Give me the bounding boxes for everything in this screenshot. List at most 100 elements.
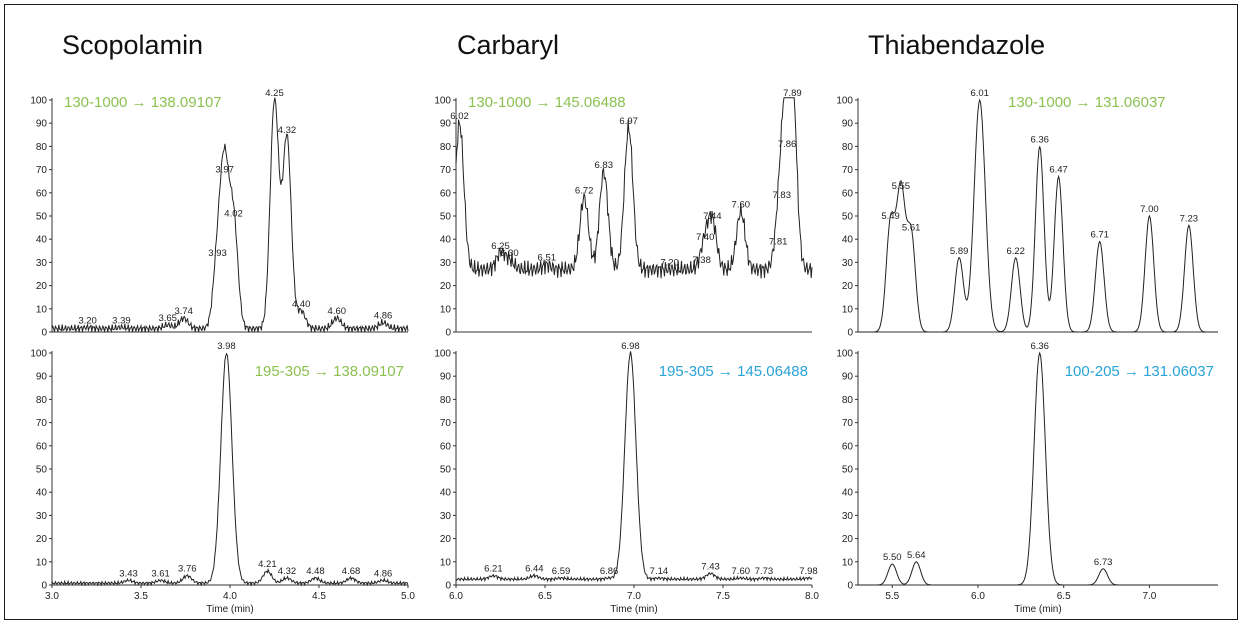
peak-label: 7.43 — [701, 561, 720, 572]
y-tick-label: 0 — [445, 328, 451, 339]
peak-label: 6.86 — [600, 566, 619, 577]
x-axis-title: Time (min) — [1014, 604, 1061, 615]
compound-title-thiabendazole: Thiabendazole — [868, 30, 1046, 60]
chromatogram-trace — [51, 97, 409, 334]
peak-label: 3.76 — [178, 564, 197, 575]
peak-label: 6.73 — [1094, 557, 1113, 568]
peak-label: 7.60 — [732, 566, 751, 577]
peak-label: 4.25 — [265, 88, 284, 99]
peak-label: 7.86 — [778, 139, 797, 150]
y-tick-label: 50 — [440, 212, 452, 223]
peak-label: 3.98 — [217, 341, 236, 352]
transition-label: 130-1000 → 138.09107 — [64, 94, 222, 111]
peak-label: 4.40 — [292, 299, 311, 310]
x-tick-label: 7.0 — [1142, 591, 1156, 602]
y-tick-label: 10 — [842, 557, 854, 568]
x-tick-label: 4.0 — [223, 591, 237, 602]
peak-label: 6.36 — [1030, 134, 1049, 145]
y-tick-label: 80 — [842, 395, 854, 406]
peak-label: 7.20 — [660, 257, 679, 268]
y-tick-label: 10 — [36, 304, 48, 315]
peak-label: 6.30 — [500, 248, 519, 259]
y-tick-label: 100 — [434, 349, 451, 360]
x-axis-title: Time (min) — [610, 604, 657, 615]
y-tick-label: 90 — [36, 372, 48, 383]
y-tick-label: 30 — [440, 258, 452, 269]
y-tick-label: 90 — [842, 372, 854, 383]
chromatogram-trace — [858, 98, 1218, 333]
peak-label: 5.64 — [907, 550, 926, 561]
peak-label: 3.39 — [112, 315, 131, 326]
y-tick-label: 60 — [440, 441, 452, 452]
y-tick-label: 100 — [30, 96, 47, 107]
peak-label: 7.73 — [755, 566, 774, 577]
peak-label: 7.83 — [772, 190, 791, 201]
y-tick-label: 60 — [36, 188, 48, 199]
peak-label: 7.98 — [799, 566, 818, 577]
transition-label: 100-205 → 131.06037 — [1065, 363, 1214, 380]
chromatogram-panel-2: 0 10 20 30 40 50 60 70 80 90 100 6.02 6.256.30 6.51 6.… — [434, 88, 813, 339]
peak-label: 5.55 — [892, 181, 911, 192]
y-tick-label: 0 — [847, 581, 853, 592]
peak-label: 4.32 — [278, 125, 297, 136]
x-tick-label: 3.0 — [45, 591, 59, 602]
peak-label: 6.97 — [619, 116, 638, 127]
chromatogram-panel-1: 0 10 20 30 40 50 60 70 80 90 100 3.0 3.5 4.0 4.5 5.0 Tim… — [30, 341, 415, 615]
peak-label: 7.89 — [783, 88, 802, 99]
y-tick-label: 70 — [36, 165, 48, 176]
x-tick-label: 6.0 — [449, 591, 463, 602]
y-tick-label: 10 — [36, 557, 48, 568]
chromatogram-trace — [51, 352, 409, 587]
x-tick-label: 8.0 — [805, 591, 819, 602]
y-tick-label: 90 — [440, 372, 452, 383]
y-tick-label: 30 — [842, 511, 854, 522]
peak-label: 3.74 — [174, 306, 193, 317]
chromatogram-panel-3: 0 10 20 30 40 50 60 70 80 90 100 6.0 6.5 7.0 7.5 8.0 Tim… — [434, 341, 819, 615]
peak-label: 7.60 — [732, 199, 751, 210]
peak-label: 4.21 — [258, 559, 277, 570]
peak-label: 7.00 — [1140, 204, 1159, 215]
y-tick-label: 30 — [36, 258, 48, 269]
y-tick-label: 30 — [440, 511, 452, 522]
peak-label: 6.51 — [538, 253, 557, 264]
y-tick-label: 20 — [440, 534, 452, 545]
peak-label: 5.89 — [950, 246, 969, 257]
y-tick-label: 40 — [842, 235, 854, 246]
peak-label: 4.86 — [374, 568, 393, 579]
y-tick-label: 80 — [36, 395, 48, 406]
peak-label: 6.59 — [552, 566, 571, 577]
chromatogram-panel-0: 0 10 20 30 40 50 60 70 80 90 100 3.20 3.39 3.653.74 3.… — [30, 88, 409, 339]
y-tick-label: 40 — [440, 235, 452, 246]
y-tick-label: 80 — [36, 142, 48, 153]
peak-label: 5.50 — [883, 552, 902, 563]
x-tick-label: 6.0 — [971, 591, 985, 602]
y-tick-label: 70 — [36, 418, 48, 429]
y-tick-label: 100 — [836, 349, 853, 360]
compound-title-scopolamin: Scopolamin — [62, 30, 204, 60]
y-tick-label: 50 — [440, 465, 452, 476]
chromatogram-trace — [455, 97, 813, 279]
y-tick-label: 50 — [36, 212, 48, 223]
y-tick-label: 60 — [440, 188, 452, 199]
y-tick-label: 70 — [440, 165, 452, 176]
y-tick-label: 20 — [36, 534, 48, 545]
peak-label: 4.60 — [328, 306, 347, 317]
y-tick-label: 20 — [842, 534, 854, 545]
x-tick-label: 7.5 — [716, 591, 730, 602]
y-tick-label: 90 — [36, 119, 48, 130]
y-tick-label: 80 — [440, 395, 452, 406]
transition-label: 130-1000 → 145.06488 — [468, 94, 626, 111]
y-tick-label: 70 — [440, 418, 452, 429]
peak-label: 6.71 — [1090, 230, 1109, 241]
y-tick-label: 100 — [836, 96, 853, 107]
y-tick-label: 20 — [440, 281, 452, 292]
y-tick-label: 10 — [842, 304, 854, 315]
y-tick-label: 20 — [842, 281, 854, 292]
peak-label: 7.38 — [692, 255, 711, 266]
peak-label: 3.61 — [151, 568, 170, 579]
x-tick-label: 6.5 — [1057, 591, 1071, 602]
y-tick-label: 70 — [842, 418, 854, 429]
y-tick-label: 60 — [842, 188, 854, 199]
peak-label: 4.68 — [342, 566, 361, 577]
